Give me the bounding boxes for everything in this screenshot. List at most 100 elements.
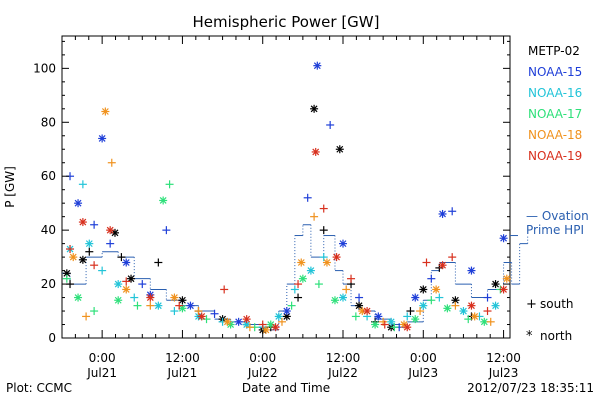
legend-entry: NOAA-18 [528, 128, 582, 142]
data-point [186, 301, 195, 310]
plot-frame [61, 35, 511, 339]
data-point [319, 226, 328, 235]
data-point [355, 301, 364, 310]
chart-title: Hemispheric Power [GW] [193, 13, 380, 31]
data-point [90, 261, 99, 270]
data-point [422, 258, 431, 267]
data-point [322, 258, 331, 267]
data-point [464, 315, 473, 324]
data-point [82, 312, 91, 321]
data-point [271, 323, 280, 332]
data-point [342, 285, 351, 294]
data-point [114, 296, 123, 305]
data-point [277, 317, 286, 326]
data-point [330, 296, 339, 305]
y-tick-label: 0 [48, 331, 56, 345]
x-axis-label: Date and Time [242, 381, 330, 395]
data-point [178, 296, 187, 305]
data-point [66, 245, 75, 254]
data-point [98, 266, 107, 275]
y-tick-label: 100 [33, 61, 56, 75]
data-point [467, 301, 476, 310]
data-point [411, 315, 420, 324]
data-point [170, 293, 179, 302]
footer-timestamp: 2012/07/23 18:35:11 [467, 381, 594, 395]
marker-legend: + south * north [526, 297, 574, 344]
legend-entry: NOAA-17 [528, 107, 582, 121]
data-point [438, 209, 447, 218]
data-point [419, 301, 428, 310]
data-point [435, 293, 444, 302]
data-point [62, 269, 71, 278]
data-point [130, 293, 139, 302]
data-point [303, 193, 312, 202]
data-point [90, 220, 99, 229]
data-point [443, 304, 452, 313]
y-tick-label: 60 [41, 169, 56, 183]
y-axis-label: P [GW] [3, 166, 17, 208]
data-point [339, 239, 348, 248]
data-point [339, 293, 348, 302]
data-point [502, 274, 511, 283]
ovation-legend: — Ovation Prime HPI [526, 209, 589, 237]
data-point [294, 293, 303, 302]
data-point [146, 293, 155, 302]
data-point [159, 196, 168, 205]
legend-entry: NOAA-16 [528, 86, 582, 100]
x-tick-label-date: Jul21 [167, 366, 198, 380]
data-point [117, 253, 126, 262]
x-tick-label-time: 0:00 [89, 351, 116, 365]
data-point [491, 280, 500, 289]
legend-entry: NOAA-15 [528, 65, 582, 79]
data-point [499, 285, 508, 294]
x-tick-label-time: 12:00 [165, 351, 200, 365]
data-point [98, 134, 107, 143]
data-point [245, 323, 254, 332]
data-point [486, 317, 495, 326]
data-point [154, 301, 163, 310]
data-point [223, 317, 232, 326]
data-point [282, 307, 291, 316]
x-tick-label-time: 12:00 [486, 351, 521, 365]
data-point [403, 323, 412, 332]
data-point [351, 312, 360, 321]
data-point [355, 293, 364, 302]
marker-legend-label: south [540, 297, 574, 311]
marker-legend-label: north [540, 329, 572, 343]
data-point [282, 312, 291, 321]
data-point [313, 61, 322, 70]
data-point [332, 253, 341, 262]
data-point [101, 107, 110, 116]
data-point [467, 266, 476, 275]
data-point [287, 301, 296, 310]
data-point [122, 285, 131, 294]
ovation-legend-line2: Prime HPI [526, 223, 584, 237]
data-point [261, 325, 270, 334]
data-point [448, 207, 457, 216]
data-point [290, 285, 299, 294]
data-point [403, 312, 412, 321]
data-point [371, 320, 380, 329]
data-point [387, 317, 396, 326]
data-point [363, 307, 372, 316]
data-point [106, 226, 115, 235]
data-point [106, 239, 115, 248]
data-point [335, 145, 344, 154]
y-axis: 0 20 40 60 80 100 [33, 40, 510, 345]
data-point [234, 317, 243, 326]
data-point [419, 285, 428, 294]
legend-entry: NOAA-19 [528, 149, 582, 163]
data-point [62, 274, 71, 283]
data-point [114, 280, 123, 289]
data-point [427, 274, 436, 283]
data-point [297, 258, 306, 267]
data-point [220, 285, 229, 294]
data-point [274, 312, 283, 321]
x-tick-label-date: Jul23 [407, 366, 438, 380]
data-point [107, 158, 116, 167]
data-point [483, 293, 492, 302]
data-point [374, 312, 383, 321]
data-point [162, 226, 171, 235]
data-point [170, 307, 179, 316]
